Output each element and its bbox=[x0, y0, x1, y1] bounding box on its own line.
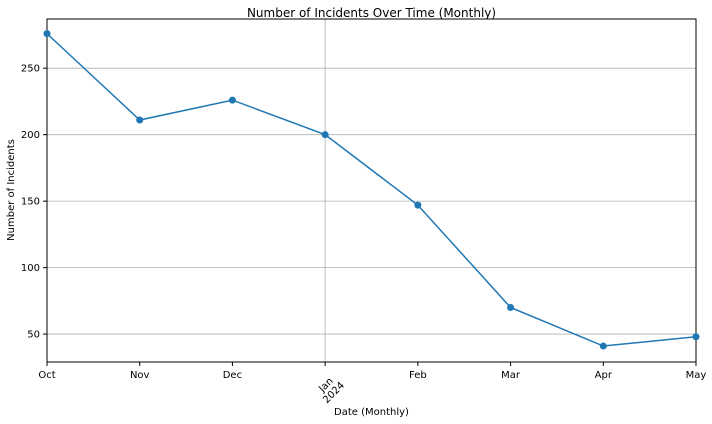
data-point bbox=[414, 201, 422, 209]
data-point bbox=[692, 333, 700, 341]
series-points bbox=[43, 30, 700, 350]
data-point bbox=[136, 116, 144, 124]
y-tick-label: 50 bbox=[27, 330, 40, 341]
x-tick-label: Mar bbox=[501, 370, 521, 381]
series-line bbox=[46, 33, 697, 347]
y-tick-label: 150 bbox=[21, 197, 40, 208]
y-tick-label: 200 bbox=[21, 130, 40, 141]
x-axis-label: Date (Monthly) bbox=[334, 407, 409, 418]
y-axis-label: Number of Incidents bbox=[6, 139, 17, 241]
x-tick-label: Oct bbox=[38, 370, 55, 381]
chart-title: Number of Incidents Over Time (Monthly) bbox=[247, 6, 496, 20]
data-point bbox=[321, 131, 329, 139]
grid bbox=[47, 19, 696, 362]
x-tick-label: Apr bbox=[595, 370, 613, 381]
data-point bbox=[228, 96, 236, 104]
data-point bbox=[43, 30, 51, 38]
y-tick-label: 250 bbox=[21, 64, 40, 75]
plot-frame bbox=[46, 18, 697, 363]
y-tick-label: 100 bbox=[21, 263, 40, 274]
data-point bbox=[507, 303, 515, 311]
data-point bbox=[599, 342, 607, 350]
x-tick-label: Feb bbox=[409, 370, 427, 381]
x-tick-label: May bbox=[686, 370, 707, 381]
x-tick-label: Nov bbox=[130, 370, 150, 381]
y-axis: 50 100 150 200 250 bbox=[21, 64, 47, 341]
x-tick-label: Dec bbox=[223, 370, 242, 381]
